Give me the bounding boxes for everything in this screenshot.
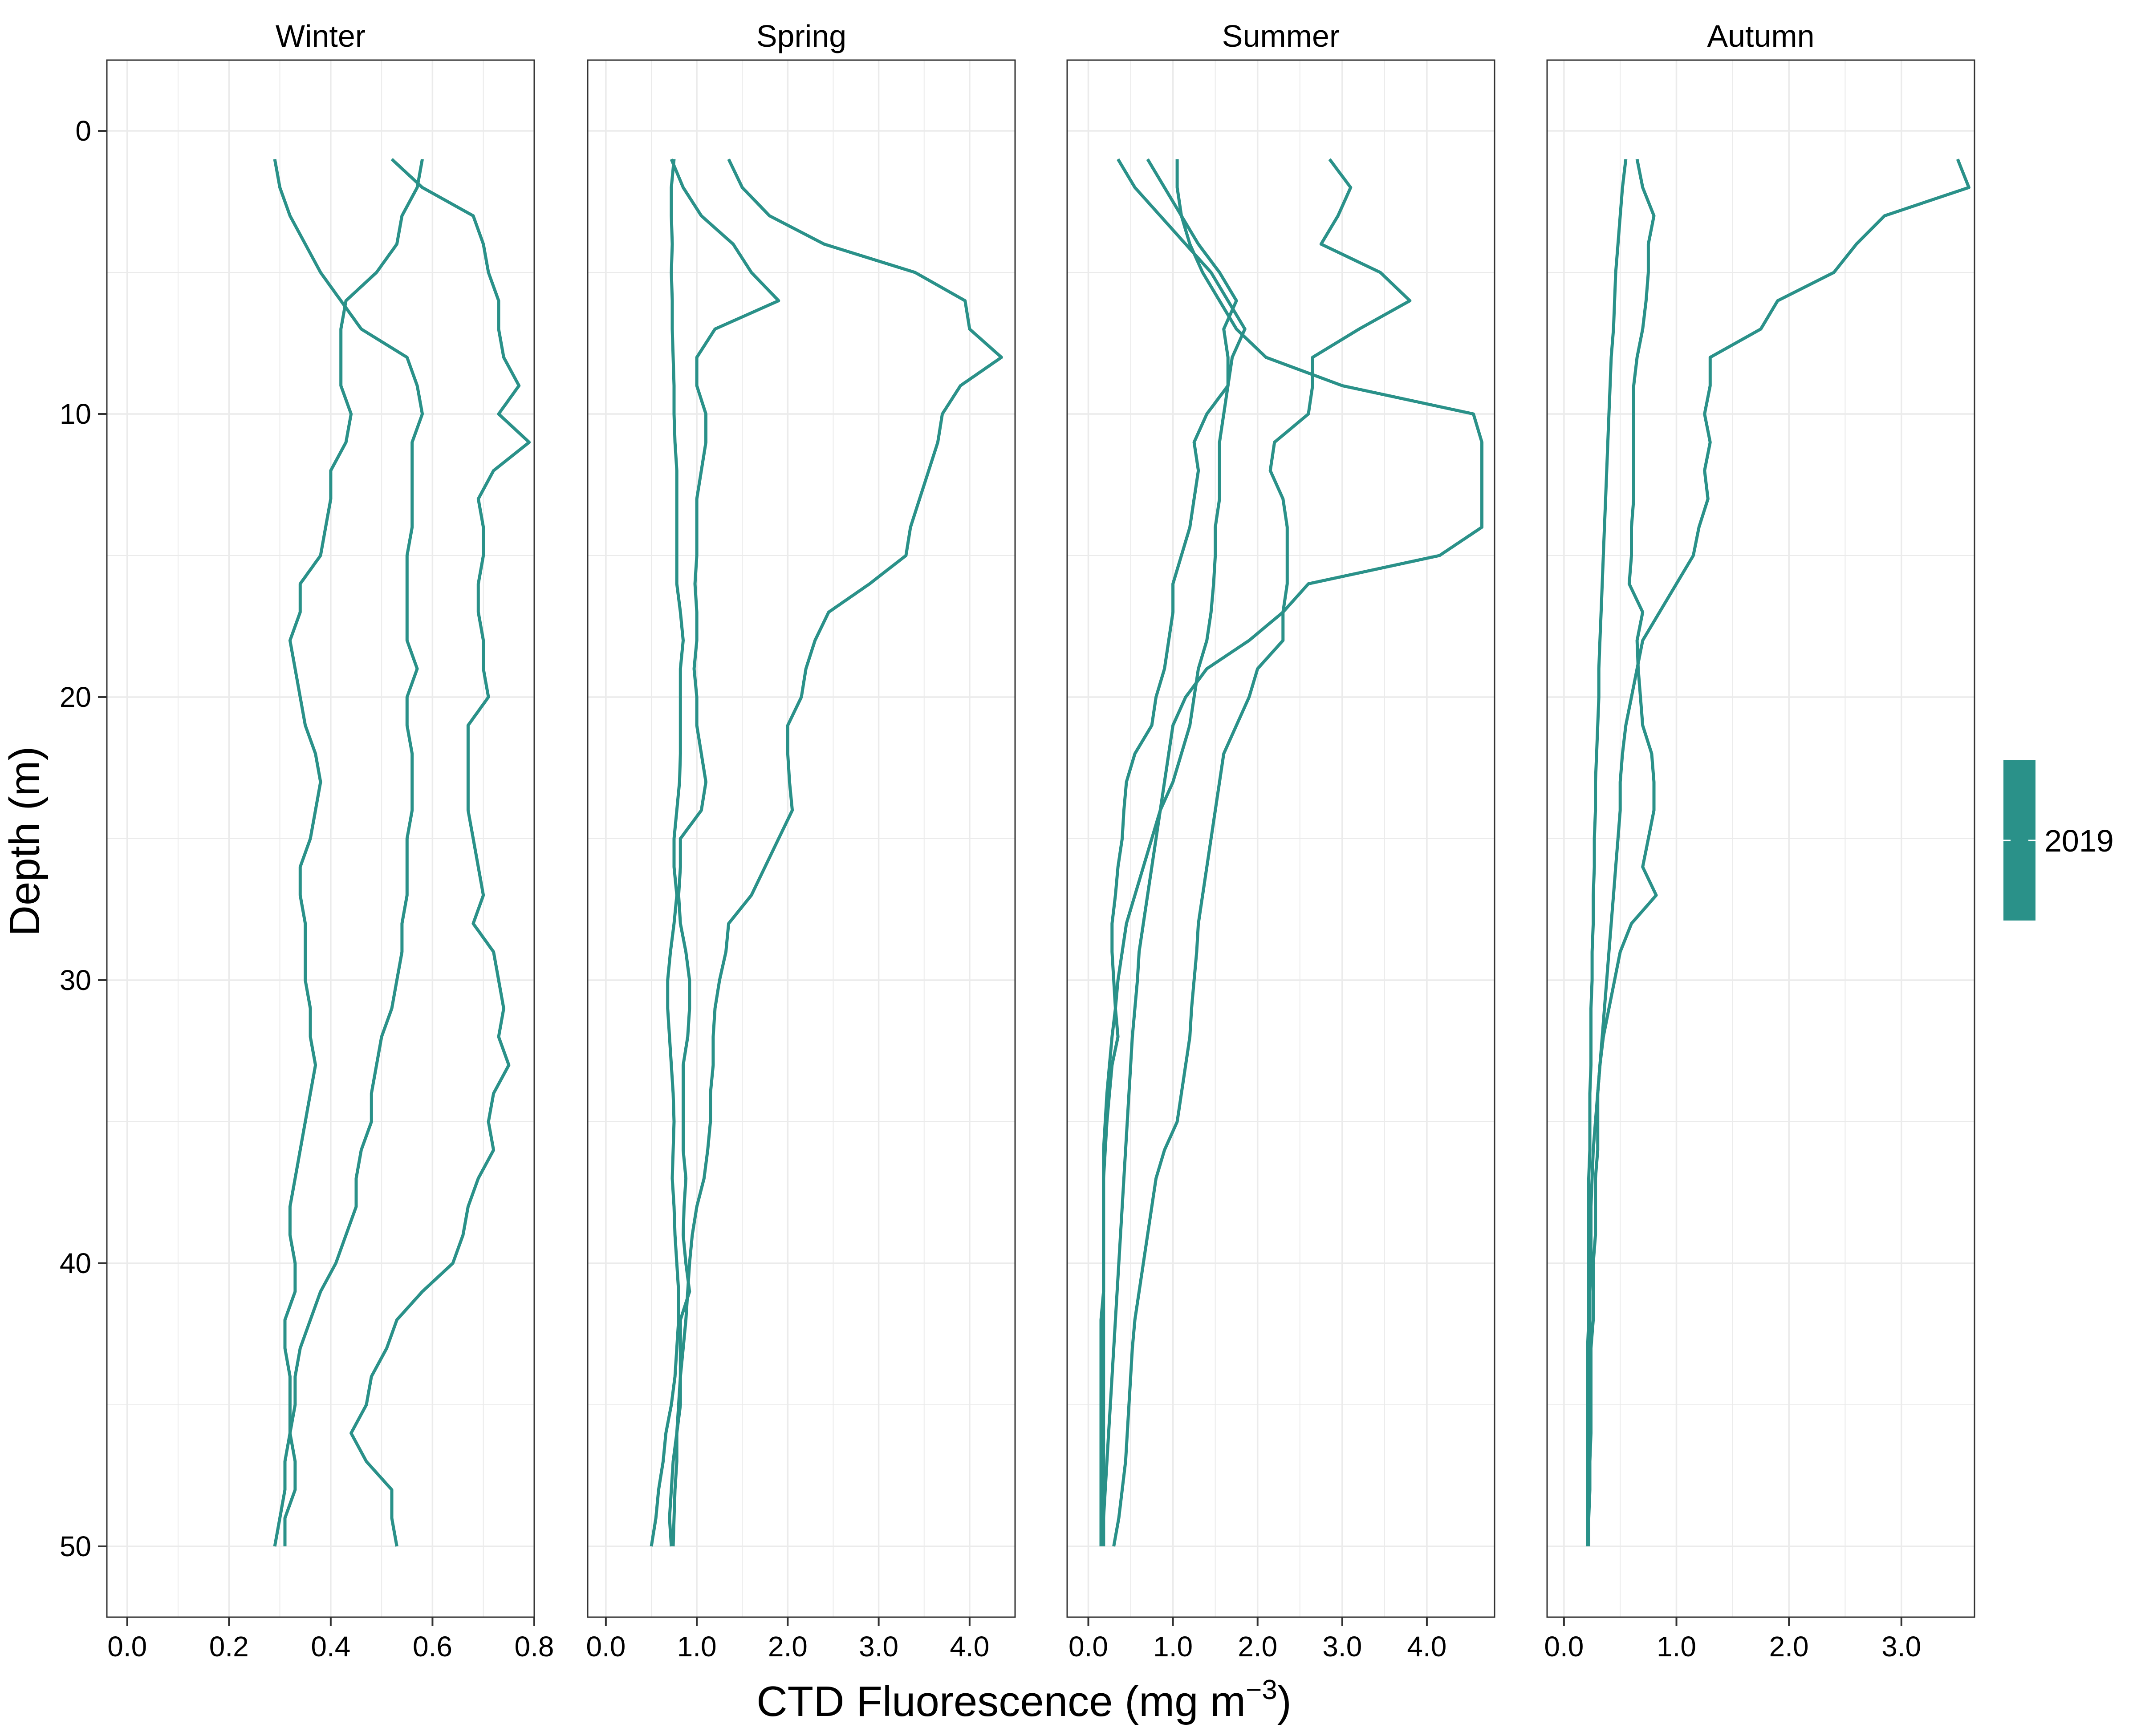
x-tick-label: 2.0	[1769, 1631, 1809, 1663]
x-tick-label: 3.0	[1322, 1631, 1362, 1663]
panel-border	[106, 59, 535, 1618]
panels-group: Winter 0.0 0.2 0.4 0.6 0.8 Spring 0.0 1.0 2.0 3.0 4…	[106, 19, 1975, 1663]
panel-spring: Spring 0.0 1.0 2.0 3.0 4.0	[586, 19, 1016, 1663]
panel-winter: Winter 0.0 0.2 0.4 0.6 0.8	[106, 19, 554, 1663]
panel-summer: Summer 0.0 1.0 2.0 3.0 4.0	[1066, 19, 1495, 1663]
series-line-summer-4	[1102, 159, 1483, 1546]
series-line-summer-2	[1102, 158, 1238, 1546]
strip-title-summer: Summer	[1222, 19, 1340, 53]
series-line-autumn-3	[1586, 159, 1628, 1546]
x-tick-label: 1.0	[1153, 1631, 1193, 1663]
panel-autumn: Autumn 0.0 1.0 2.0 3.0	[1544, 19, 1975, 1663]
x-axis-title-close: )	[1277, 1678, 1292, 1725]
series-line-winter-3	[349, 158, 531, 1547]
legend: 2019	[2003, 760, 2114, 921]
x-tick-label: 3.0	[859, 1631, 898, 1663]
y-tick-label: 0	[75, 115, 91, 147]
strip-title-spring: Spring	[756, 19, 846, 53]
y-tick-label: 40	[60, 1247, 91, 1279]
strip-title-autumn: Autumn	[1707, 19, 1814, 53]
x-axis-title: CTD Fluorescence (mg m−3)	[756, 1675, 1292, 1725]
x-axis-title-main: CTD Fluorescence (mg m	[756, 1678, 1246, 1725]
strip-title-winter: Winter	[276, 19, 366, 53]
series-line-spring-2	[668, 158, 780, 1547]
series-line-spring-1	[650, 159, 685, 1547]
x-tick-label: 2.0	[768, 1631, 808, 1663]
x-axis-title-superscript: −3	[1246, 1675, 1277, 1705]
panel-border	[1066, 59, 1495, 1618]
y-tick-label: 30	[60, 964, 91, 996]
series-line-spring-3	[671, 158, 1003, 1547]
x-tick-label: 1.0	[1657, 1631, 1696, 1663]
y-tick-label: 10	[60, 398, 91, 430]
series-line-autumn-1	[1587, 158, 1970, 1546]
y-axis-title: Depth (m)	[1, 746, 49, 937]
x-tick-label: 0.0	[107, 1631, 147, 1663]
x-tick-label: 4.0	[950, 1631, 989, 1663]
series-line-summer-1	[1099, 158, 1247, 1546]
panel-border	[1546, 59, 1975, 1618]
x-tick-label: 0.8	[515, 1631, 554, 1663]
x-tick-label: 0.2	[209, 1631, 249, 1663]
y-tick-label: 50	[60, 1530, 91, 1562]
y-tick-label: 20	[60, 681, 91, 713]
x-tick-label: 1.0	[677, 1631, 717, 1663]
x-tick-label: 0.0	[1068, 1631, 1108, 1663]
series-line-summer-3	[1112, 158, 1412, 1547]
x-tick-label: 0.4	[311, 1631, 350, 1663]
x-tick-label: 0.0	[586, 1631, 626, 1663]
legend-label: 2019	[2044, 823, 2114, 858]
x-tick-label: 4.0	[1407, 1631, 1446, 1663]
series-line-winter-2	[273, 158, 424, 1547]
panel-border	[587, 59, 1016, 1618]
series-line-winter-1	[273, 158, 424, 1546]
x-tick-label: 2.0	[1238, 1631, 1277, 1663]
x-tick-label: 3.0	[1881, 1631, 1921, 1663]
y-axis: 0 10 20 30 40 50	[60, 115, 107, 1562]
x-tick-label: 0.6	[413, 1631, 452, 1663]
x-tick-label: 0.0	[1544, 1631, 1584, 1663]
